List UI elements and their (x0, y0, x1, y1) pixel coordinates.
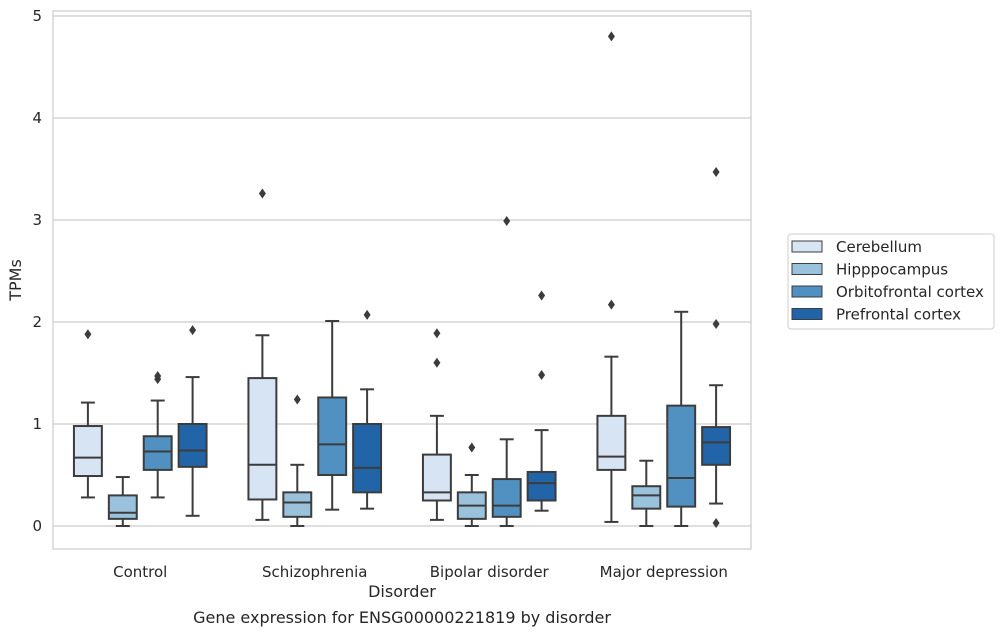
y-tick-label: 5 (32, 7, 42, 25)
box-body (177, 423, 208, 468)
box-body (631, 485, 662, 510)
legend-swatch (791, 263, 823, 275)
box-body (421, 453, 452, 502)
box-body (491, 478, 522, 518)
outlier-point (293, 394, 301, 405)
box-2-2 (491, 216, 522, 527)
grid-lines (53, 15, 751, 527)
outlier-point (468, 442, 476, 453)
box-body (142, 435, 173, 471)
boxes (72, 31, 732, 528)
y-tick-labels: 0 1 2 3 4 5 (32, 7, 42, 535)
y-tick-label: 2 (32, 313, 42, 331)
legend-swatch (791, 308, 823, 320)
box-3-0 (177, 325, 208, 517)
box-body (282, 491, 313, 518)
box-3-2 (526, 290, 557, 512)
box-0-2 (421, 328, 452, 521)
box-body (666, 404, 697, 508)
legend: Cerebellum Hipppocampus Orbitofrontal cort… (787, 233, 995, 330)
x-tick-label: Major depression (600, 563, 728, 581)
x-tick-labels: Control Schizophrenia Bipolar disorder Majo… (113, 563, 728, 581)
box-body (317, 396, 348, 477)
legend-label: Hipppocampus (836, 261, 948, 279)
x-tick-label: Control (113, 563, 167, 581)
outlier-point (84, 329, 92, 340)
y-tick-label: 0 (32, 517, 42, 535)
box-1-2 (456, 442, 487, 527)
box-body (107, 494, 138, 520)
legend-item: Prefrontal cortex (791, 306, 961, 324)
outlier-point (154, 371, 162, 382)
outlier-point (607, 299, 615, 310)
legend-item: Cerebellum (791, 238, 922, 256)
outlier-point (538, 290, 546, 301)
box-3-3 (701, 167, 732, 528)
x-axis-label: Disorder (368, 582, 436, 601)
y-tick-label: 3 (32, 211, 42, 229)
box-2-0 (142, 371, 173, 499)
legend-label: Orbitofrontal cortex (836, 283, 984, 301)
box-1-1 (282, 394, 313, 527)
box-body (352, 423, 383, 494)
outlier-point (503, 216, 511, 227)
box-1-3 (631, 459, 662, 527)
outlier-point (433, 357, 441, 368)
box-0-1 (247, 188, 278, 521)
box-1-0 (107, 476, 138, 527)
box-body (701, 426, 732, 466)
outlier-point (712, 517, 720, 528)
x-tick-label: Bipolar disorder (430, 563, 550, 581)
box-2-3 (666, 310, 697, 527)
legend-label: Cerebellum (836, 238, 922, 256)
box-body (596, 414, 627, 471)
box-3-1 (352, 309, 383, 510)
outlier-point (189, 325, 197, 336)
y-tick-label: 4 (32, 109, 42, 127)
outlier-point (258, 188, 266, 199)
chart-caption: Gene expression for ENSG00000221819 by d… (193, 608, 611, 627)
box-body (526, 470, 557, 502)
legend-swatch (791, 285, 823, 298)
box-body (247, 377, 278, 501)
y-axis-label: TPMs (6, 259, 25, 302)
legend-frame (787, 233, 995, 330)
outlier-point (538, 370, 546, 381)
legend-label: Prefrontal cortex (836, 306, 961, 324)
outlier-point (607, 31, 615, 42)
outlier-point (712, 167, 720, 178)
box-0-0 (72, 329, 103, 499)
outlier-point (433, 328, 441, 339)
legend-item: Hipppocampus (791, 261, 948, 279)
outlier-point (712, 319, 720, 330)
legend-item: Orbitofrontal cortex (791, 283, 984, 301)
y-tick-label: 1 (32, 415, 42, 433)
outlier-point (363, 309, 371, 320)
x-tick-label: Schizophrenia (262, 563, 367, 581)
legend-swatch (791, 240, 823, 253)
box-2-1 (317, 319, 348, 511)
box-body (72, 425, 103, 478)
box-0-3 (596, 31, 627, 523)
plot-frame (52, 10, 752, 550)
